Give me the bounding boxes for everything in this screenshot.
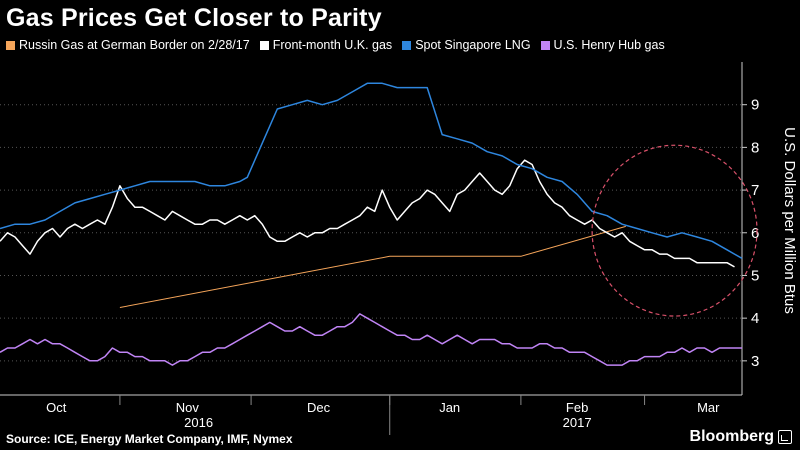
x-tick-label: Feb <box>566 400 588 415</box>
legend-swatch-henry-hub <box>540 40 550 50</box>
y-tick-label: 7 <box>751 182 759 199</box>
y-tick-label: 5 <box>751 267 759 284</box>
legend-label-singapore-lng: Spot Singapore LNG <box>415 38 531 52</box>
y-tick-label: 6 <box>751 225 759 242</box>
brand-logo: Bloomberg <box>690 428 792 446</box>
legend-label-russian-gas: Russin Gas at German Border on 2/28/17 <box>19 38 250 52</box>
legend-swatch-singapore-lng <box>402 40 412 50</box>
legend-item-russian-gas: Russin Gas at German Border on 2/28/17 <box>6 38 250 52</box>
legend-label-uk-gas: Front-month U.K. gas <box>272 38 393 52</box>
y-axis-label: U.S. Dollars per Million Btus <box>781 127 798 314</box>
year-label: 2016 <box>184 415 213 430</box>
x-tick-label: Oct <box>46 400 67 415</box>
gridlines <box>0 104 742 362</box>
legend-swatch-russian-gas <box>6 40 15 50</box>
legend-item-henry-hub: U.S. Henry Hub gas <box>540 38 665 52</box>
series-line-uk-gas <box>0 159 735 268</box>
y-tick-label: 4 <box>751 310 759 327</box>
source-note: Source: ICE, Energy Market Company, IMF,… <box>6 432 293 446</box>
y-axis: 3 4 5 6 7 8 9 U.S. Dollars per Million Btus <box>741 62 798 395</box>
y-tick-label: 3 <box>751 353 759 370</box>
year-label: 2017 <box>563 415 592 430</box>
annotations <box>591 144 758 317</box>
x-tick-label: Jan <box>439 400 460 415</box>
brand-name: Bloomberg <box>689 428 774 445</box>
legend-swatch-uk-gas <box>259 40 269 50</box>
series-line-singapore-lng <box>0 82 743 260</box>
chart-title: Gas Prices Get Closer to Parity <box>6 4 382 32</box>
y-tick-label: 8 <box>751 139 759 156</box>
legend-item-singapore-lng: Spot Singapore LNG <box>402 38 531 52</box>
x-axis: Oct Nov Dec Jan Feb Mar 2016 2017 <box>0 394 742 435</box>
legend-item-uk-gas: Front-month U.K. gas <box>259 38 393 52</box>
series-lines <box>0 82 743 366</box>
chart-icon <box>778 430 792 444</box>
series-line-russian-gas <box>119 225 626 308</box>
x-tick-label: Mar <box>697 400 720 415</box>
legend-label-henry-hub: U.S. Henry Hub gas <box>553 38 665 52</box>
legend: Russin Gas at German Border on 2/28/17 F… <box>6 38 665 52</box>
highlight-circle <box>591 144 758 317</box>
x-tick-label: Nov <box>176 400 200 415</box>
series-line-henry-hub <box>0 313 742 366</box>
y-tick-label: 9 <box>751 97 759 114</box>
x-tick-label: Dec <box>307 400 331 415</box>
